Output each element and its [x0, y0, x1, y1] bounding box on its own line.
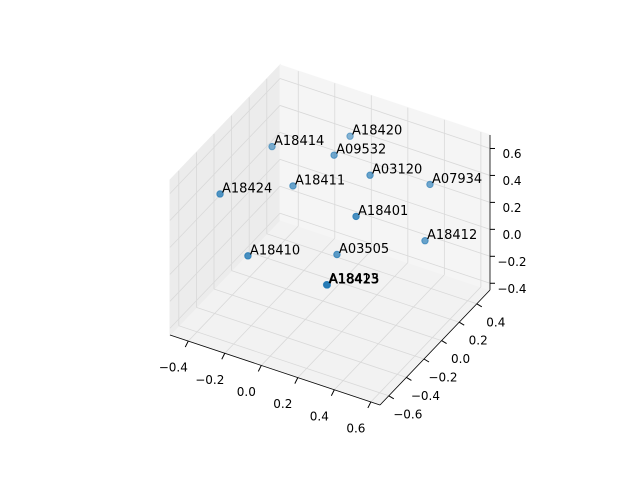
tick-mark — [458, 321, 465, 326]
grid-line — [169, 212, 281, 329]
z-tick-label: 0.4 — [502, 174, 521, 188]
grid-line — [224, 237, 336, 354]
x-tick-label: 0.4 — [310, 409, 329, 423]
x-tick-label: 0.2 — [273, 397, 292, 411]
tick-mark — [476, 303, 483, 308]
tick-mark — [388, 395, 395, 400]
point — [268, 142, 276, 151]
grid-line — [249, 251, 460, 323]
point-label: A18411 — [295, 173, 345, 188]
tick-mark — [184, 340, 189, 348]
y-tick-label: 0.0 — [451, 352, 470, 366]
grid-line — [261, 250, 372, 366]
point-label: A03505 — [339, 242, 389, 257]
grid-line — [334, 274, 445, 391]
point-label: A18423 — [329, 272, 379, 287]
point — [366, 171, 374, 179]
grid-line — [169, 105, 281, 221]
point-label: A18412 — [427, 228, 477, 243]
z-tick-label: 0.6 — [502, 147, 521, 161]
tick-mark — [330, 389, 335, 397]
point — [216, 190, 224, 198]
point-label: A18424 — [222, 181, 272, 196]
y-tick-label: −0.6 — [393, 407, 422, 421]
tick-mark — [221, 353, 226, 360]
x-tick-label: −0.2 — [195, 373, 224, 387]
grid-line — [187, 225, 299, 342]
y-tick-label: −0.4 — [411, 389, 440, 403]
grid-line — [279, 132, 491, 203]
grid-line — [178, 325, 389, 397]
tick-mark — [294, 377, 299, 384]
point-label: A18425 — [329, 272, 379, 287]
grid-line — [266, 233, 477, 305]
point-label: A07934 — [432, 172, 482, 187]
grid-line — [279, 78, 491, 149]
grid-line — [279, 105, 491, 176]
point — [426, 180, 434, 189]
z-tick-label: −0.2 — [497, 255, 526, 269]
grid-line — [169, 78, 281, 194]
tick-mark — [367, 401, 372, 409]
point-label: A18410 — [250, 243, 300, 258]
y-tick-label: 0.2 — [469, 334, 488, 348]
z-tick-label: 0.0 — [502, 228, 521, 242]
grid-line — [169, 186, 281, 302]
grid-line — [279, 185, 491, 257]
y-tick-label: 0.4 — [486, 315, 505, 329]
x-tick-label: 0.6 — [346, 421, 365, 435]
tick-mark — [406, 376, 412, 381]
tick-mark — [441, 340, 447, 345]
tick-mark — [257, 365, 262, 372]
z-tick-label: 0.2 — [502, 201, 521, 215]
point — [330, 151, 338, 159]
grid-line — [213, 288, 425, 360]
grid-line — [297, 262, 409, 378]
point-label: A18413 — [329, 272, 379, 287]
y-tick-label: −0.2 — [428, 371, 457, 385]
point — [352, 212, 360, 221]
x-tick-label: 0.0 — [237, 385, 256, 399]
point — [322, 281, 331, 289]
point-label: A18414 — [274, 134, 324, 149]
point-label: A18420 — [352, 124, 402, 139]
point-label: A03120 — [372, 163, 422, 178]
x-axis-line — [169, 334, 381, 406]
point — [333, 250, 341, 259]
point — [289, 182, 297, 190]
grid-line — [169, 132, 281, 248]
grid-line — [196, 307, 407, 378]
x-tick-label: −0.4 — [159, 361, 188, 375]
point-label: A18401 — [358, 204, 408, 219]
grid-line — [169, 159, 281, 275]
grid-line — [279, 212, 491, 284]
z-tick-label: −0.4 — [497, 282, 526, 296]
point — [244, 252, 252, 260]
grid-line — [279, 158, 491, 230]
point-label: A09532 — [336, 143, 386, 158]
point — [421, 237, 429, 245]
grid-line — [370, 286, 482, 403]
grid-line — [231, 270, 442, 341]
y-axis-line — [379, 289, 491, 406]
point — [346, 132, 354, 140]
tick-mark — [423, 358, 430, 363]
